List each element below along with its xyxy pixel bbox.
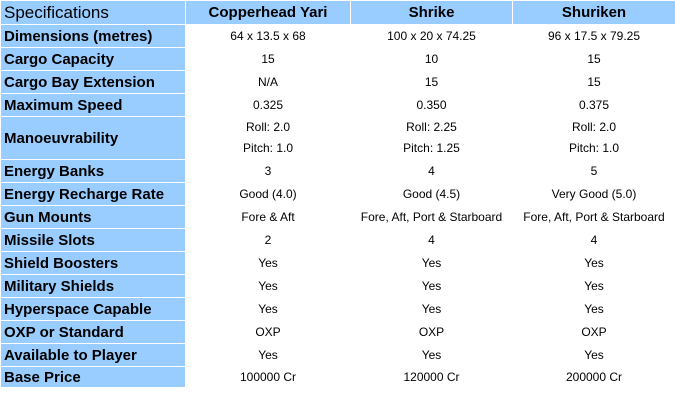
- cell: Very Good (5.0): [512, 182, 675, 206]
- cell: Fore, Aft, Port & Starboard: [350, 205, 513, 229]
- spec-row: Manoeuvrability Roll: 2.0 Pitch: 1.0 Roll: …: [0, 116, 675, 160]
- row-label: Gun Mounts: [0, 205, 186, 229]
- spec-row: Shield Boosters Yes Yes Yes: [0, 251, 675, 275]
- cell-line: Pitch: 1.0: [242, 141, 294, 155]
- cell: Yes: [350, 251, 513, 275]
- row-label: Manoeuvrability: [0, 116, 186, 160]
- cell: Yes: [185, 297, 351, 321]
- cell: Good (4.5): [350, 182, 513, 206]
- cell: Yes: [185, 274, 351, 298]
- spec-row: Base Price 100000 Cr 120000 Cr 200000 Cr: [0, 366, 675, 388]
- cell: 0.325: [185, 93, 351, 117]
- cell: 15: [185, 47, 351, 71]
- cell-line: Roll: 2.25: [406, 120, 457, 134]
- spec-row: Cargo Bay Extension N/A 15 15: [0, 70, 675, 94]
- cell-line: Pitch: 1.0: [568, 141, 620, 155]
- cell: Roll: 2.0 Pitch: 1.0: [512, 116, 675, 160]
- table-body: Specifications Copperhead Yari Shrike Shur…: [0, 0, 675, 388]
- cell: 100000 Cr: [185, 366, 351, 388]
- row-label: Military Shields: [0, 274, 186, 298]
- cell: OXP: [185, 320, 351, 344]
- cell: 0.350: [350, 93, 513, 117]
- cell: Yes: [512, 343, 675, 367]
- cell: Yes: [512, 274, 675, 298]
- cell: Yes: [512, 251, 675, 275]
- column-header: Shuriken: [512, 0, 675, 25]
- spec-row: Energy Recharge Rate Good (4.0) Good (4.5)…: [0, 182, 675, 206]
- cell: 96 x 17.5 x 79.25: [512, 24, 675, 48]
- header-title: Specifications: [0, 0, 186, 25]
- cell: 0.375: [512, 93, 675, 117]
- row-label: Energy Recharge Rate: [0, 182, 186, 206]
- spec-row: Cargo Capacity 15 10 15: [0, 47, 675, 71]
- cell: 15: [512, 47, 675, 71]
- spec-row: Available to Player Yes Yes Yes: [0, 343, 675, 367]
- spec-row: OXP or Standard OXP OXP OXP: [0, 320, 675, 344]
- cell: Yes: [185, 343, 351, 367]
- cell: 5: [512, 159, 675, 183]
- cell: Yes: [350, 343, 513, 367]
- cell: 64 x 13.5 x 68: [185, 24, 351, 48]
- cell: OXP: [350, 320, 513, 344]
- row-label: Cargo Capacity: [0, 47, 186, 71]
- row-label: Missile Slots: [0, 228, 186, 252]
- row-label: Hyperspace Capable: [0, 297, 186, 321]
- cell: 2: [185, 228, 351, 252]
- cell: 3: [185, 159, 351, 183]
- row-label: Cargo Bay Extension: [0, 70, 186, 94]
- cell: 4: [350, 228, 513, 252]
- cell: 4: [350, 159, 513, 183]
- cell: 200000 Cr: [512, 366, 675, 388]
- column-header: Copperhead Yari: [185, 0, 351, 25]
- cell: OXP: [512, 320, 675, 344]
- spec-row: Gun Mounts Fore & Aft Fore, Aft, Port & St…: [0, 205, 675, 229]
- row-label: OXP or Standard: [0, 320, 186, 344]
- row-label: Maximum Speed: [0, 93, 186, 117]
- cell: Yes: [512, 297, 675, 321]
- row-label: Dimensions (metres): [0, 24, 186, 48]
- header-row: Specifications Copperhead Yari Shrike Shur…: [0, 0, 675, 25]
- spec-table: Specifications Copperhead Yari Shrike Shur…: [0, 0, 675, 388]
- cell: Yes: [350, 274, 513, 298]
- spec-row: Military Shields Yes Yes Yes: [0, 274, 675, 298]
- cell: 100 x 20 x 74.25: [350, 24, 513, 48]
- cell: Roll: 2.0 Pitch: 1.0: [185, 116, 351, 160]
- cell-line: Roll: 2.0: [245, 120, 291, 134]
- row-label: Base Price: [0, 366, 186, 388]
- row-label: Available to Player: [0, 343, 186, 367]
- row-label: Energy Banks: [0, 159, 186, 183]
- cell: Roll: 2.25 Pitch: 1.25: [350, 116, 513, 160]
- cell-line: Pitch: 1.25: [403, 141, 460, 155]
- cell-line: Roll: 2.0: [571, 120, 617, 134]
- cell: Fore, Aft, Port & Starboard: [512, 205, 675, 229]
- cell: 10: [350, 47, 513, 71]
- column-header: Shrike: [350, 0, 513, 25]
- cell: Yes: [185, 251, 351, 275]
- cell: 15: [512, 70, 675, 94]
- cell: Yes: [350, 297, 513, 321]
- spec-row: Energy Banks 3 4 5: [0, 159, 675, 183]
- cell: 120000 Cr: [350, 366, 513, 388]
- cell: 15: [350, 70, 513, 94]
- row-label: Shield Boosters: [0, 251, 186, 275]
- spec-row: Missile Slots 2 4 4: [0, 228, 675, 252]
- spec-row: Dimensions (metres) 64 x 13.5 x 68 100 x 2…: [0, 24, 675, 48]
- spec-row: Maximum Speed 0.325 0.350 0.375: [0, 93, 675, 117]
- cell: N/A: [185, 70, 351, 94]
- cell: 4: [512, 228, 675, 252]
- spec-row: Hyperspace Capable Yes Yes Yes: [0, 297, 675, 321]
- cell: Good (4.0): [185, 182, 351, 206]
- cell: Fore & Aft: [185, 205, 351, 229]
